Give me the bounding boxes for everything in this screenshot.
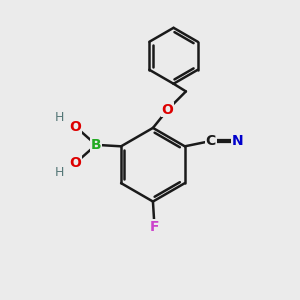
Text: O: O (70, 120, 81, 134)
Text: O: O (162, 103, 174, 117)
Text: H: H (55, 166, 64, 179)
Text: B: B (91, 138, 101, 152)
Text: H: H (55, 111, 64, 124)
Text: C: C (206, 134, 216, 148)
Text: O: O (70, 156, 81, 170)
Text: F: F (150, 220, 159, 234)
Text: N: N (231, 134, 243, 148)
